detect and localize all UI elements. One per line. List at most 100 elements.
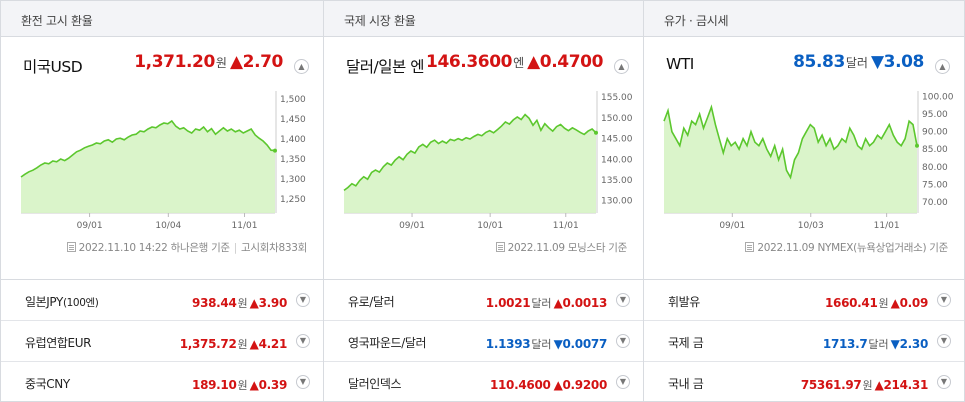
item-name: 휘발유 <box>668 295 700 309</box>
item-change: ▲0.0013 <box>553 296 608 310</box>
price-value: 1,371.20 <box>134 52 215 72</box>
currency-name: 미국USD <box>23 58 83 76</box>
item-quote: 1713.7달러 ▼2.30 <box>823 333 928 352</box>
list-item[interactable]: 국내 금 75361.97원 ▲214.31 ▼ <box>644 362 964 402</box>
item-price: 110.4600 <box>489 378 551 392</box>
x-tick-label: 10/01 <box>477 221 503 231</box>
item-change: ▼2.30 <box>890 337 929 351</box>
item-unit: 달러 <box>868 338 889 351</box>
list-item[interactable]: 유럽연합EUR 1,375.72원 ▲4.21 ▼ <box>1 321 323 362</box>
series-end-point <box>273 148 277 153</box>
list-item[interactable]: 국제 금 1713.7달러 ▼2.30 ▼ <box>644 321 964 362</box>
main-quote-box[interactable]: WTI 85.83달러 ▼3.08 ▲ 100.00 95.00 90.00 85.00… <box>644 37 964 279</box>
y-tick-label: 95.00 <box>922 110 948 120</box>
quote-list: 일본JPY(100엔) 938.44원 ▲3.90 ▼ 유럽연합EUR 1,375… <box>1 279 323 402</box>
item-price: 75361.97 <box>800 378 862 392</box>
item-name: 국제 금 <box>668 336 704 350</box>
main-quote: 146.3600엔 ▲0.4700 <box>426 52 603 72</box>
item-price: 1713.7 <box>822 337 868 351</box>
main-quote: 1,371.20원 ▲2.70 <box>134 52 283 72</box>
y-tick-label: 75.00 <box>922 180 948 190</box>
x-tick-label: 10/03 <box>798 221 824 231</box>
y-tick-label: 1,350 <box>280 155 306 165</box>
series-area <box>344 114 596 213</box>
item-price: 1,375.72 <box>179 337 237 351</box>
y-tick-label: 1,400 <box>280 135 306 145</box>
source-date: 2022.11.09 모닝스타 기준 <box>507 242 628 254</box>
x-tick-label: 09/01 <box>399 221 425 231</box>
source-date: 2022.11.10 14:22 하나은행 기준 <box>78 242 230 254</box>
y-tick-label: 150.00 <box>601 114 633 124</box>
chevron-down-icon[interactable]: ▼ <box>616 334 630 348</box>
item-unit: 원 <box>237 297 248 310</box>
x-tick-label: 11/01 <box>553 221 579 231</box>
series-line <box>663 104 918 180</box>
item-price: 938.44 <box>192 296 237 310</box>
list-item[interactable]: 휘발유 1660.41원 ▲0.09 ▼ <box>644 280 964 321</box>
chevron-up-icon[interactable]: ▲ <box>614 59 629 74</box>
item-unit: 원 <box>237 379 248 392</box>
item-unit: 달러 <box>531 338 552 351</box>
item-change: ▲0.9200 <box>553 378 608 392</box>
chevron-down-icon[interactable]: ▼ <box>937 293 951 307</box>
main-quote-box[interactable]: 미국USD 1,371.20원 ▲2.70 ▲ 1,500 1,450 1,400 1,… <box>1 37 323 279</box>
source-separator: | <box>233 242 238 254</box>
y-tick-label: 140.00 <box>601 155 633 165</box>
item-quote: 1660.41원 ▲0.09 <box>825 292 928 311</box>
item-quote: 110.4600 ▲0.9200 <box>490 374 607 393</box>
item-unit: 원 <box>878 297 889 310</box>
chevron-down-icon[interactable]: ▼ <box>296 334 310 348</box>
commodity-name: WTI <box>666 55 694 73</box>
series-end-point <box>915 143 919 148</box>
quote-list: 유로/달러 1.0021달러 ▲0.0013 ▼ 영국파운드/달러 1.1393달… <box>324 279 643 402</box>
y-tick-label: 130.00 <box>601 197 633 207</box>
y-tick-label: 80.00 <box>922 163 948 173</box>
chart-usdjpy: 155.00 150.00 145.00 140.00 135.00 130.00 09/0… <box>343 91 633 231</box>
item-price: 1.1393 <box>485 337 531 351</box>
chart-usd: 1,500 1,450 1,400 1,350 1,300 1,250 09/01 10/04… <box>20 91 306 231</box>
item-name: 영국파운드/달러 <box>348 336 427 350</box>
item-name: 달러인덱스 <box>348 377 402 391</box>
chevron-down-icon[interactable]: ▼ <box>616 375 630 389</box>
price-unit: 달러 <box>845 56 868 70</box>
change-value: ▲2.70 <box>229 52 283 72</box>
y-tick-label: 1,500 <box>280 95 306 105</box>
document-icon <box>66 242 76 252</box>
item-price: 189.10 <box>192 378 237 392</box>
item-quote: 938.44원 ▲3.90 <box>192 292 287 311</box>
y-tick-label: 155.00 <box>601 93 633 103</box>
series-end-point <box>594 130 598 135</box>
series-area <box>664 107 917 213</box>
item-quote: 1.0021달러 ▲0.0013 <box>485 292 608 311</box>
y-tick-label: 70.00 <box>922 198 948 208</box>
price-unit: 원 <box>215 56 227 70</box>
chevron-down-icon[interactable]: ▼ <box>296 375 310 389</box>
item-price: 1.0021 <box>485 296 531 310</box>
chevron-down-icon[interactable]: ▼ <box>296 293 310 307</box>
chevron-down-icon[interactable]: ▼ <box>616 293 630 307</box>
item-change: ▼0.0077 <box>553 337 608 351</box>
item-name: 유럽연합EUR <box>25 336 92 350</box>
list-item[interactable]: 영국파운드/달러 1.1393달러 ▼0.0077 ▼ <box>324 321 643 362</box>
list-item[interactable]: 달러인덱스 110.4600 ▲0.9200 ▼ <box>324 362 643 402</box>
list-item[interactable]: 중국CNY 189.10원 ▲0.39 ▼ <box>1 362 323 402</box>
chevron-up-icon[interactable]: ▲ <box>935 59 950 74</box>
y-tick-label: 145.00 <box>601 135 633 145</box>
chevron-up-icon[interactable]: ▲ <box>294 59 309 74</box>
panel-exchange-notice: 환전 고시 환율 미국USD 1,371.20원 ▲2.70 ▲ 1,500 1,4… <box>1 1 323 401</box>
x-tick-label: 11/01 <box>232 221 258 231</box>
source-note: 2022.11.09 모닝스타 기준 <box>495 240 628 255</box>
document-icon <box>745 242 755 252</box>
chevron-down-icon[interactable]: ▼ <box>937 334 951 348</box>
y-tick-label: 90.00 <box>922 128 948 138</box>
source-note: 2022.11.10 14:22 하나은행 기준 | 고시회차833회 <box>66 240 307 255</box>
chart-wti: 100.00 95.00 90.00 85.00 80.00 75.00 70.00 09/0… <box>663 91 954 231</box>
list-item[interactable]: 일본JPY(100엔) 938.44원 ▲3.90 ▼ <box>1 280 323 321</box>
chevron-down-icon[interactable]: ▼ <box>937 375 951 389</box>
currency-name: 달러/일본 엔 <box>346 58 424 76</box>
main-quote-box[interactable]: 달러/일본 엔 146.3600엔 ▲0.4700 ▲ 155.00 150.00 1… <box>324 37 643 279</box>
list-item[interactable]: 유로/달러 1.0021달러 ▲0.0013 ▼ <box>324 280 643 321</box>
quote-list: 휘발유 1660.41원 ▲0.09 ▼ 국제 금 1713.7달러 ▼2.30 ▼… <box>644 279 964 402</box>
item-name: 일본JPY(100엔) <box>25 295 99 309</box>
